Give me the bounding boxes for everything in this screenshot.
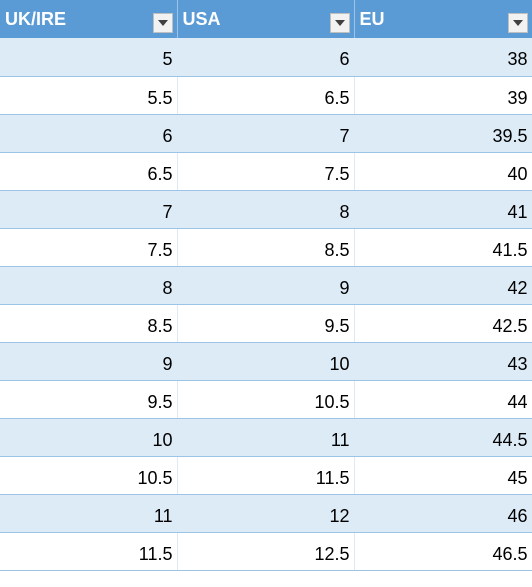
- table-cell[interactable]: 11: [177, 418, 355, 457]
- table-cell[interactable]: 8: [0, 266, 178, 305]
- table-cell[interactable]: 44.5: [354, 418, 532, 457]
- table-cell[interactable]: 6.5: [0, 152, 178, 191]
- header-row: UK/IRE USA EU: [0, 0, 532, 38]
- dropdown-arrow-icon: [334, 20, 345, 26]
- table-row: 11.5 12.5 46.5: [0, 532, 532, 571]
- table-cell[interactable]: 6: [177, 38, 355, 77]
- table-cell[interactable]: 42.5: [354, 304, 532, 343]
- table-cell[interactable]: 10.5: [0, 456, 178, 495]
- dropdown-arrow-icon: [157, 20, 168, 26]
- table-row: 10 11 44.5: [0, 418, 532, 457]
- table-cell[interactable]: 43: [354, 342, 532, 381]
- column-header-label: EU: [359, 9, 385, 29]
- column-header-label: USA: [182, 9, 221, 29]
- filter-dropdown-button[interactable]: [152, 13, 173, 33]
- table-cell[interactable]: 7: [0, 190, 178, 229]
- table-cell[interactable]: 42: [354, 266, 532, 305]
- table-cell[interactable]: 12.5: [177, 532, 355, 571]
- table-cell[interactable]: 8.5: [177, 228, 355, 267]
- table-cell[interactable]: 9: [0, 342, 178, 381]
- table-cell[interactable]: 7: [177, 114, 355, 153]
- table-cell[interactable]: 45: [354, 456, 532, 495]
- table-row: 6 7 39.5: [0, 114, 532, 153]
- dropdown-arrow-icon: [513, 20, 523, 26]
- column-header-usa[interactable]: USA: [177, 0, 355, 38]
- table-cell[interactable]: 7.5: [0, 228, 178, 267]
- table-row: 7.5 8.5 41.5: [0, 228, 532, 267]
- table-cell[interactable]: 10: [177, 342, 355, 381]
- filter-dropdown-button[interactable]: [508, 13, 528, 33]
- table-row: 10.5 11.5 45: [0, 456, 532, 495]
- table-row: 7 8 41: [0, 190, 532, 229]
- table-cell[interactable]: 8: [177, 190, 355, 229]
- table-row: 5.5 6.5 39: [0, 76, 532, 115]
- table-cell[interactable]: 5: [0, 38, 178, 77]
- table-cell[interactable]: 12: [177, 494, 355, 533]
- column-header-uk-ire[interactable]: UK/IRE: [0, 0, 178, 38]
- table-cell[interactable]: 41.5: [354, 228, 532, 267]
- table-cell[interactable]: 11.5: [0, 532, 178, 571]
- table-row: 8 9 42: [0, 266, 532, 305]
- table-cell[interactable]: 11: [0, 494, 178, 533]
- table-cell[interactable]: 39: [354, 76, 532, 115]
- table-cell[interactable]: 10: [0, 418, 178, 457]
- table-cell[interactable]: 44: [354, 380, 532, 419]
- table-row: 9 10 43: [0, 342, 532, 381]
- table-row: 11 12 46: [0, 494, 532, 533]
- table-cell[interactable]: 6.5: [177, 76, 355, 115]
- size-conversion-table: UK/IRE USA EU: [0, 0, 532, 571]
- table-cell[interactable]: 38: [354, 38, 532, 77]
- table-row: 9.5 10.5 44: [0, 380, 532, 419]
- table-cell[interactable]: 46: [354, 494, 532, 533]
- table-row: 5 6 38: [0, 38, 532, 77]
- table-cell[interactable]: 9.5: [0, 380, 178, 419]
- table-cell[interactable]: 6: [0, 114, 178, 153]
- column-header-label: UK/IRE: [5, 9, 67, 29]
- table-cell[interactable]: 7.5: [177, 152, 355, 191]
- table-cell[interactable]: 9.5: [177, 304, 355, 343]
- table-cell[interactable]: 8.5: [0, 304, 178, 343]
- table-cell[interactable]: 5.5: [0, 76, 178, 115]
- table-cell[interactable]: 46.5: [354, 532, 532, 571]
- table-cell[interactable]: 11.5: [177, 456, 355, 495]
- table-cell[interactable]: 40: [354, 152, 532, 191]
- table-cell[interactable]: 41: [354, 190, 532, 229]
- table-row: 8.5 9.5 42.5: [0, 304, 532, 343]
- table-body: 5 6 38 5.5 6.5 39 6 7 39.5 6.5 7.5 40 7 8 41 7.5 8.5 41.5…: [0, 38, 532, 571]
- table-row: 6.5 7.5 40: [0, 152, 532, 191]
- column-header-eu[interactable]: EU: [354, 0, 532, 38]
- table-cell[interactable]: 39.5: [354, 114, 532, 153]
- table-cell[interactable]: 9: [177, 266, 355, 305]
- table-cell[interactable]: 10.5: [177, 380, 355, 419]
- filter-dropdown-button[interactable]: [329, 13, 350, 33]
